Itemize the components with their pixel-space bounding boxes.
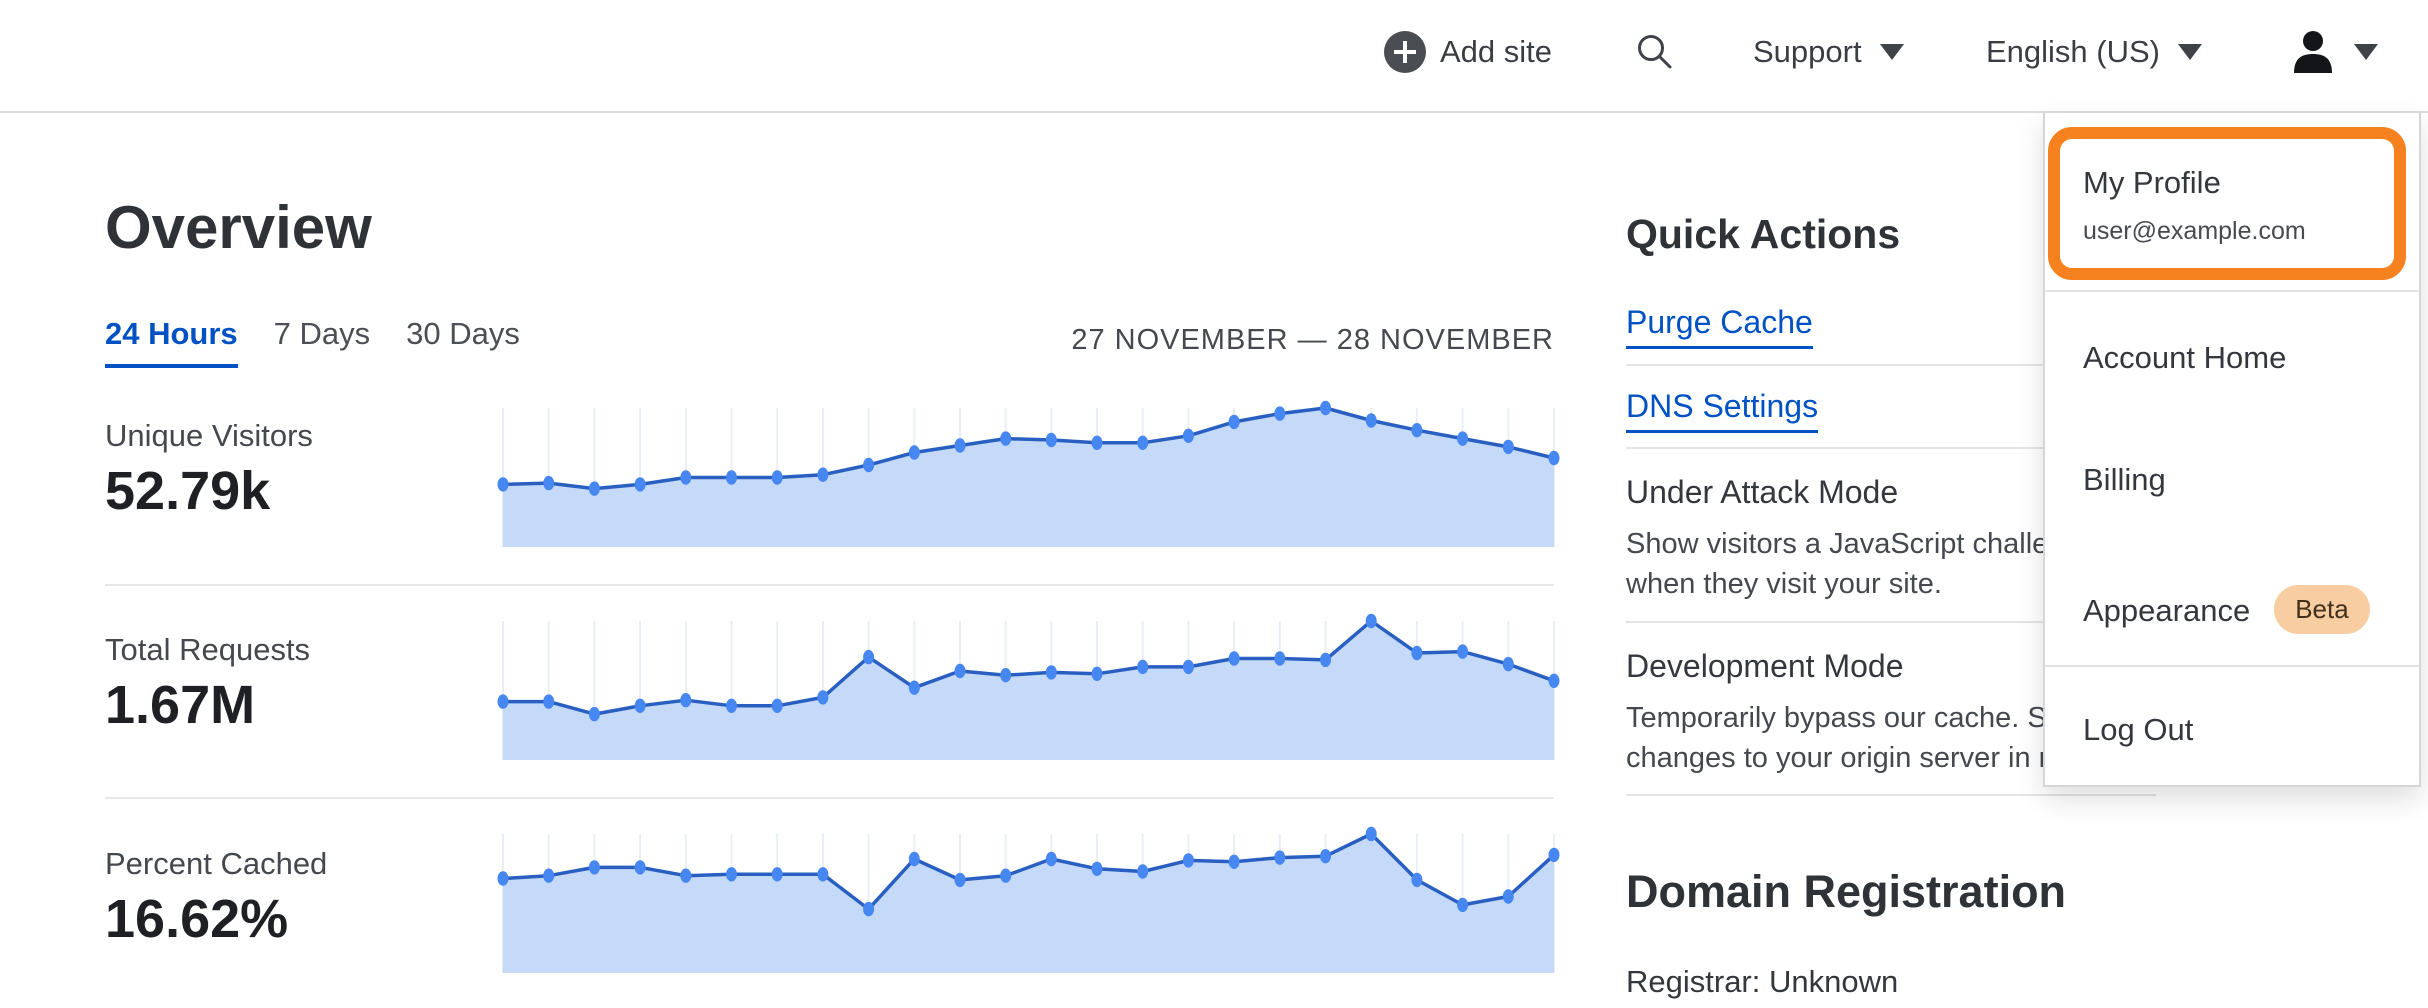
account-menu-button[interactable] [2290,28,2378,76]
top-bar: Add site Support English (US) [0,0,2428,113]
date-range-label: 27 NOVEMBER — 28 NOVEMBER [1071,324,1554,356]
divider [2045,665,2419,667]
quick-actions-title: Quick Actions [1626,211,1901,257]
metric-value-total-requests: 1.67M [105,675,256,735]
tab-7-days[interactable]: 7 Days [273,316,371,351]
development-mode-description-line1: Temporarily bypass our cache. See [1626,702,2079,734]
divider [1626,794,2156,796]
menu-item-log-out[interactable]: Log Out [2083,712,2194,747]
divider [2045,290,2419,292]
profile-email: user@example.com [2083,217,2306,245]
language-label: English (US) [1986,34,2160,69]
chevron-down-icon [1879,44,1904,60]
metric-label-percent-cached: Percent Cached [105,846,328,881]
percent-cached-chart[interactable] [497,826,1560,973]
search-button[interactable] [1634,28,1676,76]
divider [105,797,1554,799]
chevron-down-icon [2178,44,2202,60]
metric-label-total-requests: Total Requests [105,632,311,667]
metric-value-unique-visitors: 52.79k [105,461,271,521]
support-menu[interactable]: Support [1753,28,1904,76]
appearance-label: Appearance [2083,593,2251,628]
menu-item-appearance[interactable]: Appearance Beta [2083,585,2370,634]
user-avatar-icon [2294,31,2332,73]
dns-settings-link[interactable]: DNS Settings [1626,388,1819,433]
metric-label-unique-visitors: Unique Visitors [105,418,313,453]
divider [105,584,1554,586]
add-site-button[interactable]: Add site [1384,28,1552,76]
purge-cache-link[interactable]: Purge Cache [1626,304,1813,349]
add-site-label: Add site [1440,34,1553,69]
menu-item-my-profile[interactable]: My Profile [2083,165,2221,200]
domain-registration-title: Domain Registration [1626,866,2067,917]
support-label: Support [1753,34,1862,69]
tab-24-hours[interactable]: 24 Hours [105,316,238,368]
divider [1626,364,2156,366]
page-title: Overview [105,194,372,261]
metric-value-percent-cached: 16.62% [105,889,289,949]
divider [1626,447,2156,449]
divider [1626,621,2156,623]
time-range-tabs: 24 Hours 7 Days 30 Days [105,316,520,368]
menu-item-billing[interactable]: Billing [2083,462,2166,497]
tab-30-days[interactable]: 30 Days [406,316,520,351]
search-icon [1638,35,1672,69]
under-attack-mode-title: Under Attack Mode [1626,474,1899,510]
plus-icon [1384,31,1426,73]
beta-badge: Beta [2274,585,2370,634]
chevron-down-icon [2354,44,2378,60]
under-attack-mode-description-line2: when they visit your site. [1626,568,1942,600]
account-dropdown-menu: My Profile user@example.com Account Home… [2043,113,2421,787]
development-mode-title: Development Mode [1626,648,1904,684]
unique-visitors-chart[interactable] [497,400,1560,547]
menu-item-account-home[interactable]: Account Home [2083,340,2287,375]
under-attack-mode-description-line1: Show visitors a JavaScript challenge [1626,528,2097,560]
registrar-value: Registrar: Unknown [1626,964,1899,999]
language-menu[interactable]: English (US) [1986,28,2202,76]
total-requests-chart[interactable] [497,613,1560,760]
